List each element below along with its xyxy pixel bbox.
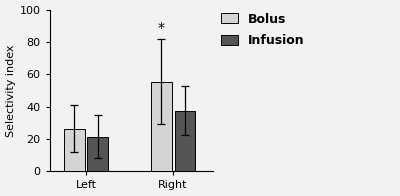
Y-axis label: Selectivity index: Selectivity index bbox=[6, 44, 16, 137]
Legend: Bolus, Infusion: Bolus, Infusion bbox=[221, 13, 305, 47]
Text: *: * bbox=[158, 21, 165, 35]
Bar bbox=[151, 82, 172, 172]
Bar bbox=[174, 111, 195, 172]
Bar bbox=[88, 137, 108, 172]
Bar bbox=[64, 129, 84, 172]
